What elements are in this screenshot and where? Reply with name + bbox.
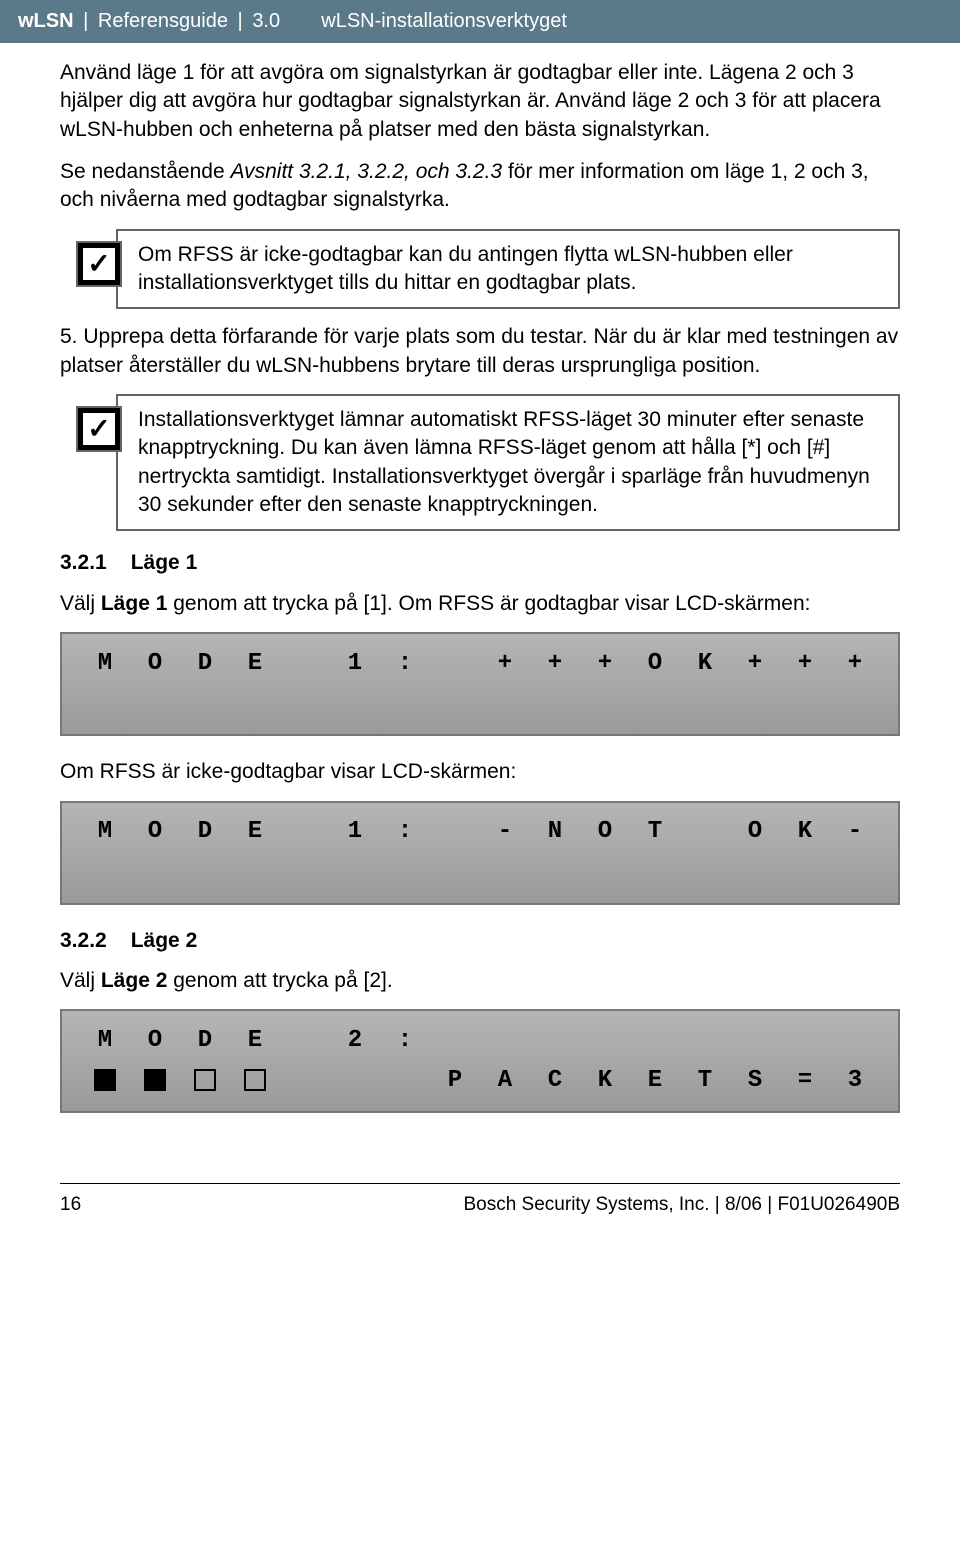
lcd-cell: :	[380, 1025, 430, 1057]
lcd-cell: O	[630, 648, 680, 680]
header-section: wLSN-installationsverktyget	[321, 10, 567, 32]
lcd-cell: E	[230, 816, 280, 848]
header-version: 3.0	[252, 10, 280, 32]
header-product: wLSN	[18, 10, 74, 32]
paragraph-3: 5. Upprepa detta förfarande för varje pl…	[60, 323, 900, 380]
lcd-cell: E	[630, 1065, 680, 1097]
note-2-text: Installationsverktyget lämnar automatisk…	[138, 406, 884, 519]
lcd-cell: C	[530, 1065, 580, 1097]
footer-page-number: 16	[60, 1194, 81, 1216]
lcd-cell: -	[480, 816, 530, 848]
lcd-cell: T	[680, 1065, 730, 1097]
lcd-cell: 2	[330, 1025, 380, 1057]
lcd-cell: S	[730, 1065, 780, 1097]
note-box-1: Om RFSS är icke-godtagbar kan du antinge…	[116, 229, 900, 310]
lcd-block-cell	[80, 1065, 130, 1097]
lcd-cell: O	[130, 648, 180, 680]
lcd-cell: 1	[330, 648, 380, 680]
lcd-cell: :	[380, 648, 430, 680]
lcd-cell: O	[580, 816, 630, 848]
lcd-cell: E	[230, 648, 280, 680]
lcd-cell: O	[730, 816, 780, 848]
lcd-cell: 3	[830, 1065, 880, 1097]
section-3-2-1-p2: Om RFSS är icke-godtagbar visar LCD-skär…	[60, 758, 900, 786]
lcd-cell: O	[130, 816, 180, 848]
lcd-cell: D	[180, 1025, 230, 1057]
lcd-cell: =	[780, 1065, 830, 1097]
header-doc: Referensguide	[98, 10, 228, 32]
lcd-cell: -	[830, 816, 880, 848]
lcd-cell: K	[780, 816, 830, 848]
page-header: wLSN | Referensguide | 3.0 wLSN-installa…	[0, 0, 960, 43]
lcd-cell: P	[430, 1065, 480, 1097]
lcd-cell: +	[530, 648, 580, 680]
page-content: Använd läge 1 för att avgöra om signalst…	[0, 43, 960, 1113]
lcd-cell: M	[80, 816, 130, 848]
paragraph-2: Se nedanstående Avsnitt 3.2.1, 3.2.2, oc…	[60, 158, 900, 215]
lcd-cell: +	[730, 648, 780, 680]
check-icon	[76, 406, 122, 452]
paragraph-1: Använd läge 1 för att avgöra om signalst…	[60, 59, 900, 144]
section-3-2-2-heading: 3.2.2Läge 2	[60, 927, 900, 955]
lcd-cell: K	[680, 648, 730, 680]
lcd-cell: O	[130, 1025, 180, 1057]
section-3-2-1-p1: Välj Läge 1 genom att trycka på [1]. Om …	[60, 590, 900, 618]
lcd-cell: D	[180, 816, 230, 848]
lcd-cell: M	[80, 648, 130, 680]
lcd-cell: N	[530, 816, 580, 848]
lcd-cell: +	[480, 648, 530, 680]
note-box-2: Installationsverktyget lämnar automatisk…	[116, 394, 900, 531]
page-footer: 16 Bosch Security Systems, Inc. | 8/06 |…	[0, 1183, 960, 1246]
lcd-block-cell	[130, 1065, 180, 1097]
lcd-cell: +	[780, 648, 830, 680]
lcd-cell: +	[830, 648, 880, 680]
section-3-2-1-heading: 3.2.1Läge 1	[60, 549, 900, 577]
check-icon	[76, 241, 122, 287]
section-3-2-2-p1: Välj Läge 2 genom att trycka på [2].	[60, 967, 900, 995]
lcd-cell: :	[380, 816, 430, 848]
lcd-block-cell	[180, 1065, 230, 1097]
lcd-cell: M	[80, 1025, 130, 1057]
lcd-cell: A	[480, 1065, 530, 1097]
lcd-cell: +	[580, 648, 630, 680]
lcd-cell: T	[630, 816, 680, 848]
lcd-cell: K	[580, 1065, 630, 1097]
lcd-block-cell	[230, 1065, 280, 1097]
note-1-text: Om RFSS är icke-godtagbar kan du antinge…	[138, 241, 884, 298]
lcd-cell: E	[230, 1025, 280, 1057]
footer-right-text: Bosch Security Systems, Inc. | 8/06 | F0…	[463, 1194, 900, 1216]
lcd-cell: 1	[330, 816, 380, 848]
lcd-display-1: MODE1:+++OK+++	[60, 632, 900, 736]
lcd-display-3: MODE2: PACKETS=3	[60, 1009, 900, 1113]
lcd-cell: D	[180, 648, 230, 680]
lcd-display-2: MODE1:-NOTOK-	[60, 801, 900, 905]
